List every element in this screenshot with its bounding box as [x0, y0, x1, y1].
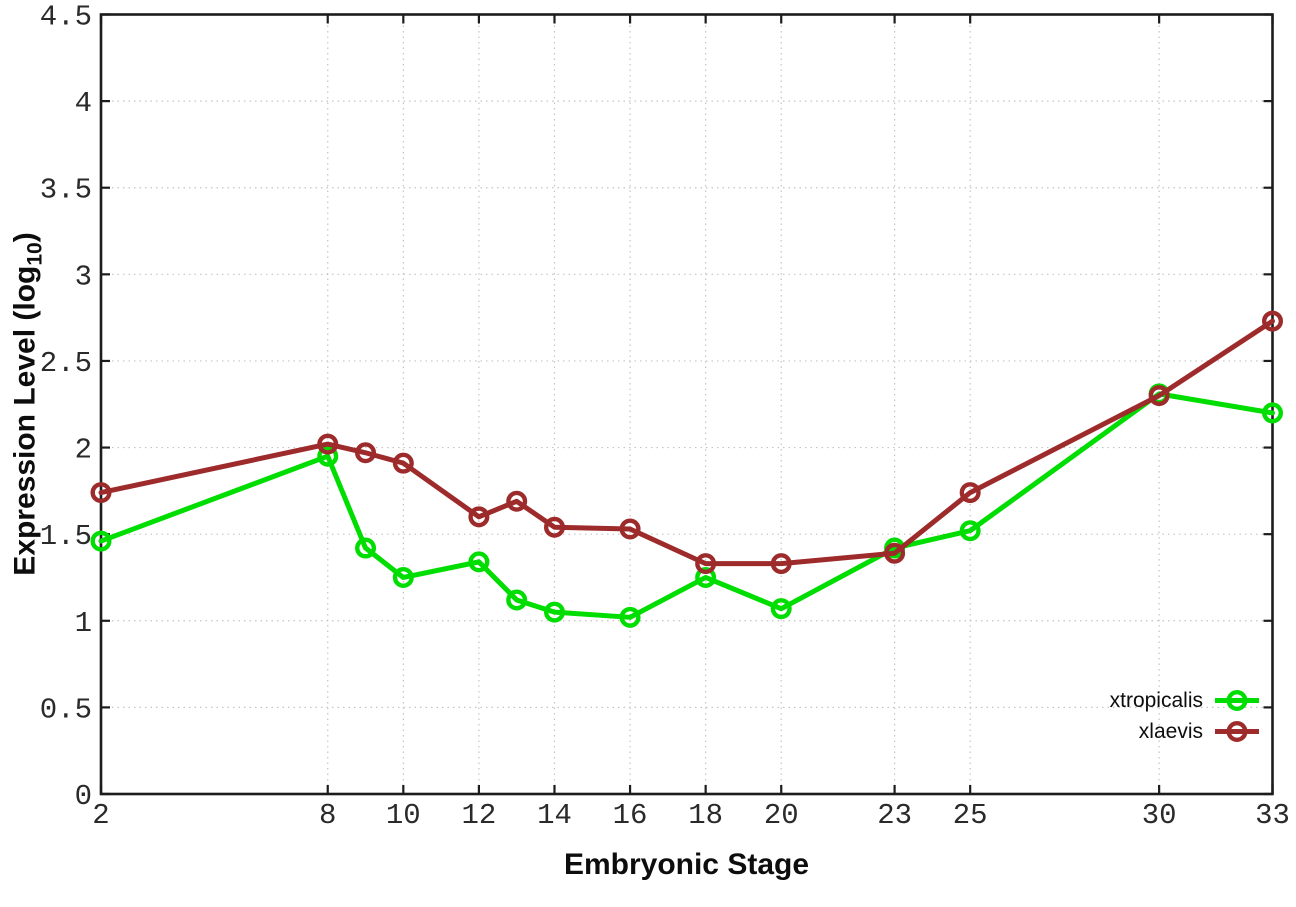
data-point-marker-xlaevis [506, 490, 528, 512]
data-point-marker-xlaevis [543, 516, 565, 538]
y-tick-label: 4 [75, 87, 92, 120]
y-tick-label: 1.5 [40, 520, 92, 553]
y-axis-title-subscript: 10 [23, 242, 47, 266]
x-tick-label: 16 [613, 799, 648, 832]
data-point-marker-xlaevis [355, 442, 377, 464]
data-point-marker-xtropicalis [770, 598, 792, 620]
data-point-marker-xtropicalis [619, 606, 641, 628]
plot-border [99, 13, 1274, 796]
y-tick-label: 1 [75, 607, 92, 640]
data-point-marker-xtropicalis [543, 601, 565, 623]
data-point-marker-xtropicalis [468, 551, 490, 573]
y-tick-label: 0.5 [40, 693, 92, 726]
y-tick-label: 3.5 [40, 174, 92, 207]
data-point-marker-xtropicalis [695, 566, 717, 588]
y-tick-label: 2 [75, 434, 92, 467]
x-tick-label: 8 [319, 799, 336, 832]
x-tick-label: 25 [953, 799, 988, 832]
x-tick-label: 20 [764, 799, 799, 832]
y-tick-label: 4.5 [40, 1, 92, 34]
data-point-marker-xlaevis [317, 433, 339, 455]
y-tick-label: 3 [75, 260, 92, 293]
legend-label-xtropicalis: xtropicalis [1109, 689, 1203, 712]
data-point-marker-xtropicalis [506, 589, 528, 611]
legend-label-xlaevis: xlaevis [1138, 720, 1203, 743]
y-tick-label: 2.5 [40, 347, 92, 380]
legend-entry-xlaevis: xlaevis [1139, 716, 1260, 747]
legend: xtropicalis xlaevis [1110, 685, 1260, 747]
data-point-marker-xtropicalis [959, 520, 981, 542]
y-tick-label: 0 [75, 780, 92, 813]
x-tick-label: 12 [461, 799, 496, 832]
x-tick-label: 14 [537, 799, 572, 832]
series-line-xlaevis [98, 318, 1275, 567]
y-axis-title-text: Expression Level (log [8, 265, 42, 576]
data-point-marker-xtropicalis [355, 537, 377, 559]
x-tick-label: 30 [1142, 799, 1177, 832]
y-axis-title-suffix: ) [8, 232, 42, 243]
data-point-marker-xlaevis [959, 482, 981, 504]
data-point-marker-xlaevis [90, 482, 112, 504]
data-point-marker-xtropicalis [392, 566, 414, 588]
legend-entry-xtropicalis: xtropicalis [1110, 685, 1260, 716]
y-axis-title: Expression Level (log10) [9, 232, 48, 575]
x-tick-label: 18 [688, 799, 723, 832]
x-tick-label: 33 [1255, 799, 1290, 832]
x-tick-label: 10 [386, 799, 421, 832]
data-point-marker-xlaevis [695, 553, 717, 575]
legend-marker-xtropicalis [1215, 689, 1259, 712]
x-axis-title: Embryonic Stage [563, 848, 810, 881]
data-point-marker-xtropicalis [90, 530, 112, 552]
data-point-marker-xlaevis [1261, 310, 1283, 332]
data-point-marker-xlaevis [468, 506, 490, 528]
data-point-marker-xtropicalis [317, 445, 339, 467]
data-point-marker-xlaevis [770, 553, 792, 575]
x-tick-label: 23 [877, 799, 912, 832]
data-point-marker-xlaevis [1148, 385, 1170, 407]
data-point-marker-xlaevis [884, 542, 906, 564]
data-point-marker-xlaevis [392, 452, 414, 474]
x-tick-label: 2 [92, 799, 109, 832]
data-point-marker-xlaevis [619, 518, 641, 540]
data-point-marker-xtropicalis [1261, 402, 1283, 424]
legend-marker-xlaevis [1215, 720, 1259, 743]
